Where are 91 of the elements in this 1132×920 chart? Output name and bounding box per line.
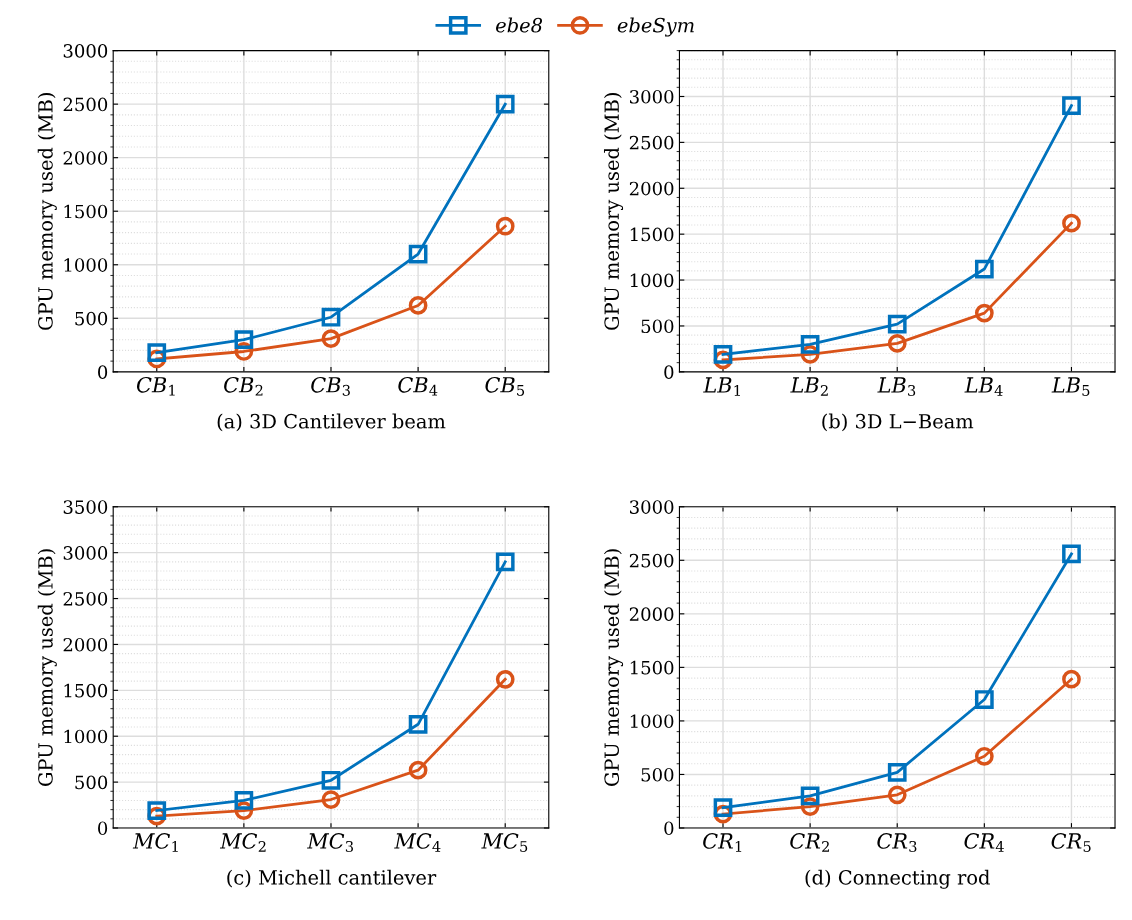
y-tick-label: 3000	[63, 44, 108, 58]
x-tick-label: LB$_{4}$	[964, 377, 1003, 396]
point	[713, 345, 733, 364]
point	[887, 314, 907, 334]
y-tick-label: 2500	[629, 553, 674, 568]
point	[1062, 96, 1081, 116]
x-tick-label: MC$_{2}$	[219, 833, 266, 852]
x-axis-title: (d) Connecting rod	[805, 869, 990, 889]
point	[887, 762, 907, 782]
point	[321, 770, 341, 790]
point	[408, 244, 428, 264]
y-tick-label: 1500	[64, 204, 108, 219]
y-tick-label: 500	[75, 311, 108, 326]
point	[495, 216, 515, 236]
point	[147, 343, 167, 362]
point	[713, 798, 733, 818]
x-tick-label: CB$_{1}$	[137, 376, 175, 396]
point	[495, 552, 515, 572]
y-tick-label: 1000	[630, 714, 674, 729]
x-tick-label: MC$_{3}$	[307, 833, 353, 852]
point	[321, 329, 341, 349]
point	[800, 786, 820, 806]
x-tick-label: CR$_{1}$	[703, 833, 742, 852]
y-tick-label: 2500	[63, 592, 108, 606]
x-tick-label: MC$_{1}$	[132, 833, 178, 852]
y-tick-label: 1000	[64, 258, 108, 272]
point	[887, 785, 907, 805]
point	[974, 746, 994, 766]
x-tick-label: CR$_{2}$	[790, 833, 829, 852]
legend-label: ebeSym	[617, 17, 694, 37]
x-tick-label: CB$_{4}$	[398, 376, 438, 396]
x-tick-label: CB$_{3}$	[311, 376, 350, 396]
y-tick-label: 0	[98, 365, 108, 379]
y-tick-label: 2000	[629, 181, 674, 196]
x-tick-label: CR$_{5}$	[1051, 833, 1091, 852]
point	[321, 307, 341, 327]
point	[974, 259, 994, 279]
y-tick-label: 2500	[63, 97, 108, 112]
y-axis-title: GPU memory used (MB)	[603, 93, 624, 330]
point	[408, 714, 428, 734]
point	[495, 669, 515, 689]
point	[974, 690, 994, 709]
x-axis-title: (b) 3D L−Beam	[822, 413, 974, 432]
y-tick-label: 1500	[64, 683, 108, 698]
point	[1062, 669, 1081, 689]
point	[408, 296, 428, 315]
point	[321, 790, 341, 809]
x-tick-label: CR$_{3}$	[877, 833, 917, 852]
y-tick-label: 1000	[64, 729, 108, 744]
y-axis-title: GPU memory used (MB)	[603, 549, 624, 786]
x-tick-label: CB$_{2}$	[224, 376, 263, 396]
y-axis-title: GPU memory used (MB)	[37, 93, 57, 330]
x-tick-label: MC$_{5}$	[481, 833, 528, 852]
y-tick-label: 2000	[629, 607, 674, 621]
y-tick-label: 3000	[63, 546, 108, 560]
point	[234, 791, 254, 810]
y-tick-label: 1500	[630, 227, 674, 242]
point	[234, 330, 254, 350]
y-tick-label: 500	[641, 319, 674, 334]
point	[147, 801, 167, 820]
x-tick-label: LB$_{2}$	[790, 377, 828, 396]
legend-label: ebe8	[496, 17, 543, 33]
y-tick-label: 1000	[630, 273, 674, 288]
point	[495, 94, 515, 114]
x-axis-title: (a) 3D Cantilever beam	[217, 413, 446, 432]
x-tick-label: CB$_{5}$	[485, 376, 525, 396]
y-tick-label: 3000	[630, 500, 674, 514]
y-tick-label: 2500	[629, 135, 674, 150]
y-tick-label: 0	[664, 821, 674, 836]
y-tick-label: 3500	[63, 500, 108, 514]
x-axis-title: (c) Michell cantilever	[227, 869, 437, 888]
y-tick-label: 2000	[63, 637, 108, 652]
y-tick-label: 500	[75, 775, 108, 790]
point	[887, 334, 907, 353]
x-tick-label: LB$_{1}$	[703, 377, 740, 396]
x-tick-label: MC$_{4}$	[394, 833, 441, 852]
x-tick-label: LB$_{3}$	[877, 377, 916, 396]
point	[1062, 213, 1081, 233]
y-tick-label: 500	[641, 767, 674, 782]
point	[974, 303, 994, 323]
x-tick-label: LB$_{5}$	[1051, 377, 1090, 396]
y-tick-label: 2000	[63, 151, 108, 165]
y-tick-label: 0	[98, 821, 108, 836]
point	[1062, 544, 1081, 564]
point	[800, 334, 820, 354]
y-tick-label: 1500	[630, 660, 674, 675]
point	[408, 760, 428, 780]
y-tick-label: 3000	[630, 89, 674, 104]
y-tick-label: 0	[664, 365, 674, 379]
y-axis-title: GPU memory used (MB)	[37, 549, 57, 786]
x-tick-label: CR$_{4}$	[964, 833, 1004, 852]
